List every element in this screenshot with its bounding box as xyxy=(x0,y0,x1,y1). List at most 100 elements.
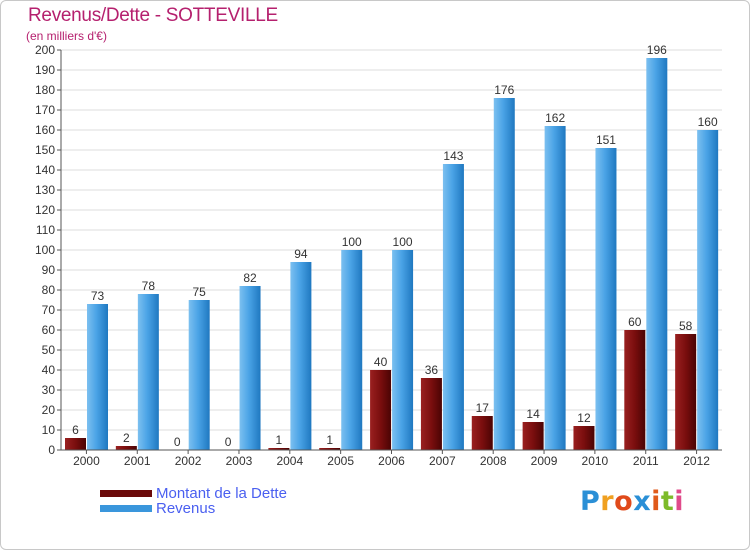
y-tick-label: 80 xyxy=(42,283,56,297)
y-tick-label: 110 xyxy=(36,223,55,237)
legend: Montant de la Dette Revenus xyxy=(100,486,287,516)
y-tick-label: 0 xyxy=(48,443,55,457)
x-tick-label: 2004 xyxy=(276,454,303,468)
bar-dette xyxy=(319,448,341,450)
y-tick-label: 190 xyxy=(35,63,55,77)
x-tick-label: 2006 xyxy=(378,454,405,468)
legend-label-revenus: Revenus xyxy=(156,500,216,517)
bar-dette xyxy=(624,330,646,450)
bar-dette xyxy=(65,438,86,450)
bar-revenus xyxy=(290,262,312,450)
logo-letter: i xyxy=(674,486,685,517)
bar-revenus xyxy=(442,164,464,450)
x-tick-label: 2000 xyxy=(73,454,100,468)
value-labels: 6 73 2 78 0 75 0 82 1 94 1 100 40 100 36 143 17 176 14 162 1… xyxy=(72,43,718,449)
bar-revenus xyxy=(392,250,414,450)
bar-dette xyxy=(115,446,137,450)
bar-revenus xyxy=(493,98,515,450)
data-label-dette: 36 xyxy=(425,363,439,377)
logo-letter: t xyxy=(660,486,675,517)
logo-letter: i xyxy=(651,486,661,517)
legend-item-dette: Montant de la Dette xyxy=(100,486,287,501)
data-label-revenus: 94 xyxy=(294,247,308,261)
bar-revenus xyxy=(544,126,566,450)
y-tick-label: 180 xyxy=(35,83,55,97)
data-label-dette: 0 xyxy=(225,435,232,449)
data-label-dette: 17 xyxy=(476,401,490,415)
data-label-dette: 1 xyxy=(276,433,283,447)
legend-item-revenus: Revenus xyxy=(100,501,287,516)
proxiti-logo: Proxiti xyxy=(580,486,684,517)
bar-revenus xyxy=(595,148,617,450)
data-label-dette: 1 xyxy=(326,433,333,447)
bars xyxy=(65,58,719,450)
y-tick-label: 10 xyxy=(42,423,56,437)
y-tick-label: 200 xyxy=(35,43,55,57)
logo-letter: x xyxy=(633,486,652,517)
data-label-revenus: 100 xyxy=(393,235,413,249)
x-tick-label: 2001 xyxy=(124,454,151,468)
data-label-revenus: 143 xyxy=(443,149,463,163)
logo-letter: r xyxy=(600,486,615,517)
grid-lines xyxy=(61,49,722,451)
legend-label-dette: Montant de la Dette xyxy=(156,485,287,502)
data-label-revenus: 176 xyxy=(494,83,514,97)
bar-dette xyxy=(522,422,544,450)
y-tick-label: 60 xyxy=(42,323,56,337)
chart-subtitle: (en milliers d'€) xyxy=(26,29,107,43)
bar-dette xyxy=(268,448,290,450)
data-label-dette: 14 xyxy=(526,407,540,421)
data-label-revenus: 78 xyxy=(142,279,156,293)
y-tick-label: 160 xyxy=(35,123,55,137)
bar-revenus xyxy=(87,304,108,450)
y-tick-label: 50 xyxy=(42,343,56,357)
data-label-revenus: 73 xyxy=(91,289,105,303)
x-tick-label: 2011 xyxy=(633,454,659,468)
x-tick-label: 2010 xyxy=(582,454,609,468)
y-tick-label: 100 xyxy=(35,243,55,257)
data-label-dette: 40 xyxy=(374,355,388,369)
bar-revenus xyxy=(239,286,261,450)
y-tick-label: 170 xyxy=(35,103,55,117)
legend-swatch-dette xyxy=(100,490,152,497)
y-tick-label: 150 xyxy=(35,143,55,157)
data-label-dette: 2 xyxy=(123,431,130,445)
x-tick-label: 2002 xyxy=(175,454,202,468)
y-tick-label: 30 xyxy=(42,383,56,397)
logo-letter: o xyxy=(614,486,634,517)
data-label-revenus: 100 xyxy=(342,235,362,249)
y-tick-label: 40 xyxy=(42,363,56,377)
bar-revenus xyxy=(188,300,210,450)
data-label-dette: 0 xyxy=(174,435,181,449)
chart-title: Revenus/Dette - SOTTEVILLE xyxy=(28,5,278,26)
bar-dette xyxy=(675,334,697,450)
data-label-revenus: 82 xyxy=(243,271,257,285)
x-tick-label: 2003 xyxy=(226,454,253,468)
y-tick-label: 140 xyxy=(35,163,55,177)
data-label-revenus: 160 xyxy=(698,115,718,129)
data-label-dette: 58 xyxy=(679,319,693,333)
y-tick-label: 130 xyxy=(35,183,55,197)
bar-dette xyxy=(573,426,595,450)
bar-revenus xyxy=(341,250,363,450)
data-label-dette: 6 xyxy=(72,423,79,437)
bar-revenus xyxy=(137,294,159,450)
x-tick-label: 2008 xyxy=(480,454,507,468)
y-tick-label: 90 xyxy=(42,263,56,277)
data-label-revenus: 196 xyxy=(647,43,667,57)
axes: 0102030405060708090100110120130140150160… xyxy=(35,43,722,468)
bar-dette xyxy=(471,416,493,450)
bar-revenus xyxy=(697,130,719,450)
legend-swatch-revenus xyxy=(100,505,152,512)
data-label-revenus: 75 xyxy=(193,285,207,299)
x-tick-label: 2007 xyxy=(429,454,456,468)
y-tick-label: 20 xyxy=(42,403,56,417)
data-label-dette: 12 xyxy=(577,411,591,425)
y-tick-label: 120 xyxy=(35,203,55,217)
bar-dette xyxy=(370,370,392,450)
logo-letter: P xyxy=(580,486,601,517)
x-tick-label: 2012 xyxy=(683,454,710,468)
x-tick-label: 2005 xyxy=(327,454,354,468)
